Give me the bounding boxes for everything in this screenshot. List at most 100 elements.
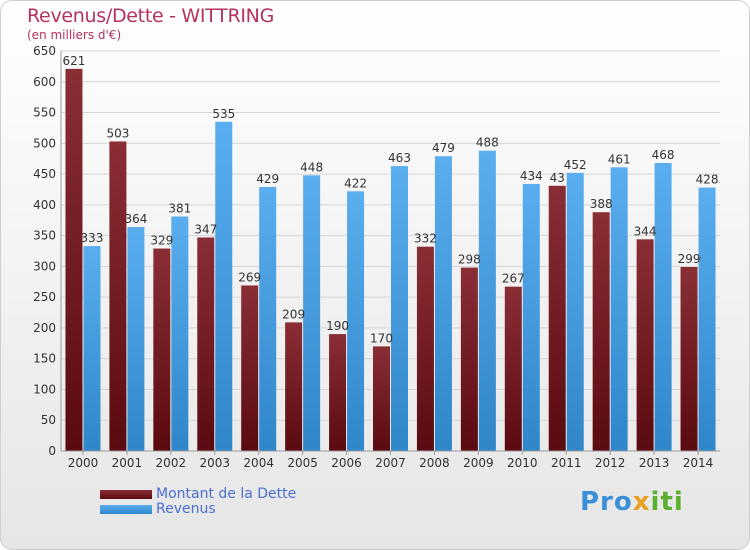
axis-layer: 0 50 100 150 200 250 300 350 400 450 500 550 600 650 2…: [33, 44, 720, 470]
legend-swatch-dette: [100, 489, 152, 499]
x-tick-label: 2005: [287, 456, 318, 470]
data-label-dette: 332: [414, 232, 437, 246]
bar-revenus: [391, 166, 408, 452]
bars-layer: [65, 68, 716, 452]
data-label-dette: 329: [150, 234, 173, 248]
x-tick-label: 2014: [683, 456, 714, 470]
y-tick-label: 550: [33, 106, 56, 120]
x-tick-label: 2003: [199, 456, 230, 470]
bar-dette: [373, 346, 390, 451]
y-tick-label: 100: [33, 382, 56, 396]
data-label-revenus: 452: [564, 158, 587, 172]
legend-swatch-revenus: [100, 504, 152, 514]
bar-revenus: [654, 163, 672, 451]
bar-dette: [504, 286, 522, 451]
data-label-dette: 267: [502, 272, 525, 286]
bar-revenus: [171, 216, 189, 451]
legend-dette: Montant de la Dette: [100, 486, 296, 502]
data-label-dette: 298: [458, 253, 481, 267]
x-tick-label: 2002: [156, 456, 187, 470]
bar-revenus: [610, 167, 628, 452]
x-tick-label: 2010: [507, 456, 538, 470]
data-label-revenus: 428: [696, 173, 719, 187]
data-label-revenus: 434: [520, 169, 543, 183]
legend-label-revenus: Revenus: [156, 501, 216, 517]
y-tick-label: 350: [33, 229, 56, 243]
x-tick-label: 2000: [68, 456, 99, 470]
bar-dette: [592, 212, 610, 451]
x-tick-label: 2013: [639, 456, 670, 470]
x-tick-label: 2012: [595, 456, 626, 470]
data-label-dette: 347: [194, 222, 217, 236]
y-tick-label: 300: [33, 259, 56, 273]
bar-dette: [329, 334, 347, 451]
data-label-revenus: 461: [608, 152, 631, 166]
y-tick-label: 200: [33, 321, 56, 335]
grid-layer: [61, 50, 720, 452]
bar-revenus: [698, 187, 716, 451]
x-tick-label: 2001: [112, 456, 143, 470]
proxiti-logo: Proxiti: [580, 487, 684, 517]
bar-revenus: [478, 150, 496, 451]
data-label-revenus: 535: [212, 107, 235, 121]
bar-dette: [109, 141, 127, 451]
data-label-revenus: 381: [168, 202, 191, 216]
data-label-revenus: 468: [652, 148, 675, 162]
data-label-revenus: 422: [344, 176, 367, 190]
data-label-dette: 503: [106, 126, 129, 140]
y-tick-label: 250: [33, 290, 56, 304]
bar-revenus: [215, 121, 233, 452]
x-tick-label: 2007: [375, 456, 406, 470]
bar-revenus: [434, 156, 452, 451]
bar-dette: [153, 248, 171, 451]
data-label-revenus: 448: [300, 160, 323, 174]
data-label-dette: 299: [678, 252, 701, 266]
data-label-dette: 269: [238, 270, 261, 284]
y-tick-label: 150: [33, 352, 56, 366]
y-tick-label: 600: [33, 75, 56, 89]
y-tick-label: 400: [33, 198, 56, 212]
data-label-revenus: 429: [256, 172, 279, 186]
data-label-revenus: 333: [81, 231, 104, 245]
bar-dette: [460, 267, 478, 451]
x-tick-label: 2008: [419, 456, 450, 470]
bar-dette: [241, 285, 259, 451]
y-tick-label: 0: [48, 444, 56, 458]
bar-dette: [65, 68, 83, 451]
y-tick-label: 450: [33, 167, 56, 181]
bar-revenus: [259, 187, 277, 451]
data-label-revenus: 479: [432, 141, 455, 155]
legend-label-dette: Montant de la Dette: [156, 486, 297, 502]
x-tick-label: 2011: [551, 456, 582, 470]
data-label-dette: 344: [634, 224, 657, 238]
y-tick-label: 500: [33, 136, 56, 150]
bar-dette: [416, 246, 434, 451]
data-label-revenus: 364: [124, 212, 147, 226]
data-label-dette: 170: [370, 331, 393, 345]
data-label-revenus: 488: [476, 136, 499, 150]
chart-subtitle: (en milliers d'€): [27, 28, 122, 42]
bar-dette: [680, 267, 698, 451]
data-label-dette: 43: [550, 171, 565, 185]
x-tick-label: 2004: [243, 456, 274, 470]
bar-revenus: [83, 246, 101, 451]
chart-title: Revenus/Dette - WITTRING: [27, 5, 275, 27]
legend-revenus: Revenus: [100, 501, 216, 517]
bar-dette: [197, 237, 215, 451]
y-tick-label: 50: [41, 413, 56, 427]
data-label-dette: 209: [282, 307, 305, 321]
bar-revenus: [347, 191, 365, 452]
data-label-dette: 621: [63, 54, 86, 68]
data-label-dette: 388: [590, 197, 613, 211]
x-tick-label: 2006: [331, 456, 362, 470]
data-label-revenus: 463: [388, 151, 411, 165]
bar-revenus: [303, 175, 321, 452]
x-tick-label: 2009: [463, 456, 494, 470]
bar-dette: [285, 322, 303, 451]
bar-revenus: [127, 227, 145, 451]
bar-dette: [548, 185, 566, 451]
y-tick-label: 650: [33, 44, 56, 58]
bar-dette: [636, 239, 654, 451]
